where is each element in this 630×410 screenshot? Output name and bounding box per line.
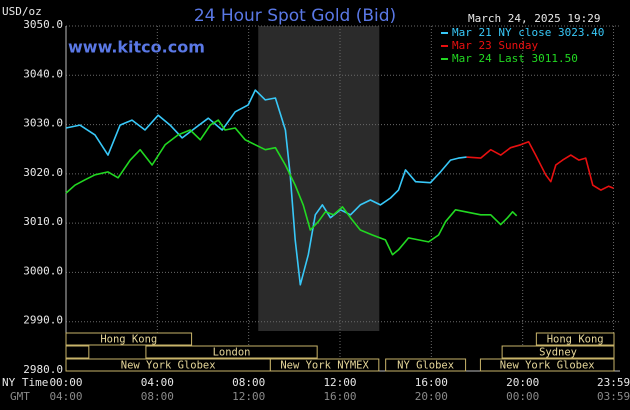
session-box xyxy=(501,345,615,359)
x2-tick-label: 00:00 xyxy=(506,390,539,403)
x-tick-label: 12:00 xyxy=(323,376,356,389)
session-box xyxy=(65,332,193,346)
session-label: New York Globex xyxy=(121,360,216,372)
x2-tick-label: 03:59 xyxy=(597,390,630,403)
x-tick-label: 20:00 xyxy=(506,376,539,389)
series-line xyxy=(65,89,467,286)
series-line xyxy=(65,119,518,256)
chart-title: 24 Hour Spot Gold (Bid) xyxy=(194,6,396,26)
x2-tick-label: 08:00 xyxy=(141,390,174,403)
x-tick-label: 00:00 xyxy=(49,376,82,389)
session-box xyxy=(479,358,615,372)
x-tick-label: 04:00 xyxy=(141,376,174,389)
session-box xyxy=(145,345,318,359)
x-tick-label: 08:00 xyxy=(232,376,265,389)
x2-tick-label: 20:00 xyxy=(415,390,448,403)
series-line xyxy=(466,141,614,191)
x-axis-label: NY Time xyxy=(2,376,48,389)
session-label: Hong Kong xyxy=(547,334,604,346)
y-tick-label: 3050.0 xyxy=(23,18,63,31)
session-label: New York NYMEX xyxy=(280,360,369,372)
y-tick-label: 3010.0 xyxy=(23,215,63,228)
y-tick-label: 2990.0 xyxy=(23,314,63,327)
session-box xyxy=(385,358,467,372)
timestamp: March 24, 2025 19:29 xyxy=(468,12,600,25)
y-tick-label: 3030.0 xyxy=(23,117,63,130)
session-label: New York Globex xyxy=(500,360,595,372)
x-tick-label: 16:00 xyxy=(415,376,448,389)
y-axis-label: USD/oz xyxy=(2,5,42,18)
x2-tick-label: 04:00 xyxy=(49,390,82,403)
y-tick-label: 3000.0 xyxy=(23,264,63,277)
legend-label: Mar 24 Last 3011.50 xyxy=(452,52,578,65)
legend-label: Mar 23 Sunday xyxy=(452,39,538,52)
y-tick-label: 3020.0 xyxy=(23,166,63,179)
x2-axis-label: GMT xyxy=(10,390,30,403)
session-label: NY Globex xyxy=(397,360,454,372)
y-tick-label: 3040.0 xyxy=(23,67,63,80)
session-label: London xyxy=(213,347,251,359)
x2-tick-label: 16:00 xyxy=(323,390,356,403)
shaded-band xyxy=(258,26,380,331)
session-label: Hong Kong xyxy=(100,334,157,346)
y-tick-label: 2980.0 xyxy=(23,363,63,376)
session-box xyxy=(65,345,90,359)
legend-label: Mar 21 NY close 3023.40 xyxy=(452,26,604,39)
session-box xyxy=(535,332,615,346)
x2-tick-label: 12:00 xyxy=(232,390,265,403)
session-label: Sydney xyxy=(539,347,577,359)
site-name: www.kitco.com xyxy=(68,38,205,57)
session-box xyxy=(269,358,380,372)
x-tick-label: 23:59 xyxy=(597,376,630,389)
